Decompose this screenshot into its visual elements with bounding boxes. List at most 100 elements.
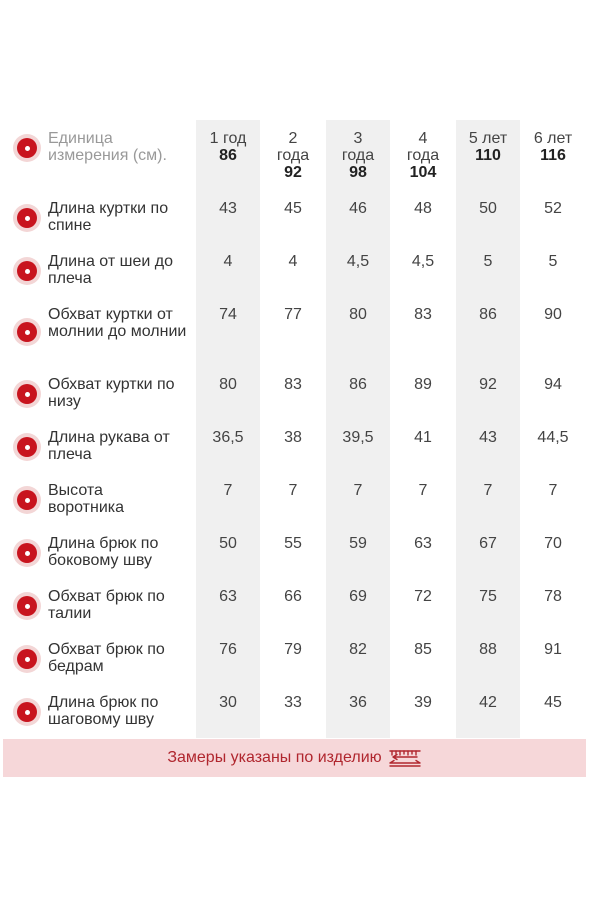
age-label: 5 лет [468, 130, 508, 147]
table-cell: 52 [544, 200, 562, 217]
row-label: Длина брюк по шаговому шву [48, 694, 159, 728]
table-cell: 86 [349, 376, 367, 393]
table-cell: 4 [288, 253, 298, 270]
table-cell: 78 [544, 588, 562, 605]
table-cell: 55 [284, 535, 302, 552]
table-cell: 7 [548, 482, 558, 499]
bullet-icon [13, 433, 41, 461]
bullet-icon [13, 486, 41, 514]
table-cell: 63 [414, 535, 432, 552]
bullet-icon [13, 257, 41, 285]
table-cell: 86 [479, 306, 497, 323]
table-cell: 4,5 [346, 253, 370, 270]
table-cell: 43 [479, 429, 497, 446]
bullet-icon [13, 645, 41, 673]
age-label: 4 года [406, 130, 440, 164]
table-cell: 94 [544, 376, 562, 393]
table-cell: 91 [544, 641, 562, 658]
table-cell: 4,5 [411, 253, 435, 270]
size-value: 98 [349, 164, 367, 181]
table-cell: 67 [479, 535, 497, 552]
table-cell: 50 [219, 535, 237, 552]
measurement-note-banner: Замеры указаны по изделию [3, 739, 586, 777]
size-value: 86 [219, 147, 237, 164]
table-cell: 80 [219, 376, 237, 393]
table-cell: 74 [219, 306, 237, 323]
age-label: 2 года [276, 130, 310, 164]
table-cell: 69 [349, 588, 367, 605]
size-value: 110 [475, 147, 501, 164]
row-label: Длина куртки по спине [48, 200, 169, 234]
table-cell: 42 [479, 694, 497, 711]
table-cell: 82 [349, 641, 367, 658]
table-cell: 45 [284, 200, 302, 217]
table-cell: 36 [349, 694, 367, 711]
table-cell: 39 [414, 694, 432, 711]
bullet-icon [13, 134, 41, 162]
column-shade-5 [456, 120, 520, 738]
table-cell: 7 [223, 482, 233, 499]
size-value: 104 [409, 164, 437, 181]
table-cell: 33 [284, 694, 302, 711]
age-label: 6 лет [533, 130, 573, 147]
age-label: 1 год [209, 130, 247, 147]
table-cell: 79 [284, 641, 302, 658]
row-label: Обхват куртки по низу [48, 376, 175, 410]
bullet-icon [13, 204, 41, 232]
age-label: 3 года [341, 130, 375, 164]
table-cell: 85 [414, 641, 432, 658]
table-cell: 66 [284, 588, 302, 605]
table-cell: 83 [414, 306, 432, 323]
bullet-icon [13, 539, 41, 567]
table-cell: 75 [479, 588, 497, 605]
table-cell: 88 [479, 641, 497, 658]
row-label: Обхват куртки от молнии до молнии [48, 306, 187, 340]
row-label: Длина брюк по боковому шву [48, 535, 159, 569]
table-cell: 72 [414, 588, 432, 605]
table-cell: 41 [414, 429, 432, 446]
column-shade-1 [196, 120, 260, 738]
table-cell: 5 [483, 253, 493, 270]
table-cell: 43 [219, 200, 237, 217]
table-cell: 59 [349, 535, 367, 552]
table-cell: 70 [544, 535, 562, 552]
header-cell: 2 года 92 [261, 130, 325, 181]
header-cell: 3 года 98 [326, 130, 390, 181]
bullet-icon [13, 592, 41, 620]
table-cell: 45 [544, 694, 562, 711]
table-cell: 46 [349, 200, 367, 217]
table-cell: 7 [483, 482, 493, 499]
ruler-measure-icon [388, 750, 421, 767]
row-label: Обхват брюк по талии [48, 588, 165, 622]
table-cell: 90 [544, 306, 562, 323]
bullet-icon [13, 698, 41, 726]
table-cell: 80 [349, 306, 367, 323]
table-cell: 83 [284, 376, 302, 393]
table-cell: 44,5 [537, 429, 569, 446]
table-cell: 92 [479, 376, 497, 393]
header-cell: 4 года 104 [391, 130, 455, 181]
header-cell: 1 год 86 [196, 130, 260, 164]
table-cell: 4 [223, 253, 233, 270]
measurement-note: Замеры указаны по изделию [167, 749, 382, 766]
table-cell: 89 [414, 376, 432, 393]
unit-label: Единица измерения (см). [48, 130, 167, 164]
table-cell: 50 [479, 200, 497, 217]
size-value: 92 [284, 164, 302, 181]
bullet-icon [13, 380, 41, 408]
table-cell: 7 [418, 482, 428, 499]
header-cell: 6 лет 116 [521, 130, 585, 164]
table-cell: 7 [288, 482, 298, 499]
table-cell: 5 [548, 253, 558, 270]
row-label: Обхват брюк по бедрам [48, 641, 165, 675]
row-label: Длина от шеи до плеча [48, 253, 173, 287]
table-cell: 63 [219, 588, 237, 605]
table-cell: 76 [219, 641, 237, 658]
size-value: 116 [540, 147, 566, 164]
table-cell: 30 [219, 694, 237, 711]
row-label: Длина рукава от плеча [48, 429, 170, 463]
table-cell: 36,5 [212, 429, 244, 446]
table-cell: 39,5 [342, 429, 374, 446]
table-cell: 77 [284, 306, 302, 323]
table-cell: 7 [353, 482, 363, 499]
